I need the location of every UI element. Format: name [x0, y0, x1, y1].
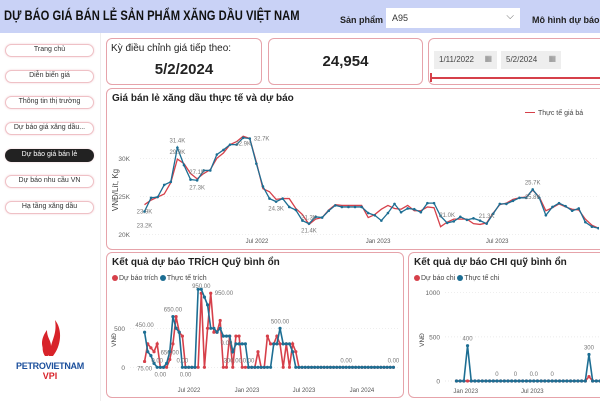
- sidebar-item-infrastructure[interactable]: Hạ tầng xăng dầu: [5, 201, 94, 214]
- date-to-value: 5/2/2024: [506, 55, 538, 64]
- sidebar: Trang chủ Diễn biến giá Thông tin thị tr…: [0, 33, 101, 401]
- legend-dot: [159, 275, 166, 281]
- product-label: Sản phẩm: [340, 15, 384, 25]
- product-dropdown[interactable]: A95 ⌵: [386, 8, 520, 28]
- sidebar-item-home[interactable]: Trang chủ: [5, 44, 94, 57]
- date-to-input[interactable]: 5/2/2024 ▦: [501, 51, 561, 69]
- sidebar-item-fuel-forecast[interactable]: Dự báo giá xăng dầu...: [5, 122, 94, 135]
- calendar-icon: ▦: [548, 54, 556, 63]
- legend-label: Dự báo trích: [119, 275, 158, 282]
- legend: Dự báo trích Thực tế trích: [112, 275, 207, 282]
- legend-dot: [414, 275, 420, 281]
- slider-handle[interactable]: [430, 73, 432, 82]
- sidebar-item-market-info[interactable]: Thông tin thị trường: [5, 96, 94, 109]
- legend-item: Thực tế giá bá: [525, 110, 583, 117]
- calendar-icon: ▦: [484, 54, 492, 63]
- legend-dot: [112, 275, 118, 281]
- logo-text: PETROVIETNAM: [16, 361, 84, 371]
- sidebar-item-price-history[interactable]: Diễn biến giá: [5, 70, 94, 83]
- price-value: 24,954: [322, 53, 369, 70]
- price-card: 24,954: [268, 38, 423, 85]
- flame-icon: [42, 320, 61, 356]
- date-range-slider[interactable]: [431, 77, 600, 79]
- legend-label: Thực tế giá bá: [538, 110, 584, 117]
- product-value: A95: [392, 13, 409, 23]
- legend-swatch: [525, 111, 535, 113]
- date-from-value: 1/11/2022: [439, 55, 474, 64]
- legend-label: Thực tế chi: [464, 275, 500, 282]
- spend-fund-chart-card: Kết quả dự báo CHI quỹ bình ổn Dự báo ch…: [408, 252, 600, 398]
- chart-title: Kết quả dự báo CHI quỹ bình ổn: [414, 257, 567, 268]
- sidebar-item-retail-forecast[interactable]: Dự báo giá bán lẻ: [5, 149, 94, 162]
- next-adjustment-label: Kỳ điều chỉnh giá tiếp theo:: [111, 43, 232, 54]
- sidebar-item-demand-forecast[interactable]: Dự báo nhu cầu VN: [5, 175, 94, 188]
- next-adjustment-date: 5/2/2024: [154, 61, 214, 78]
- legend: Dự báo chi Thực tế chi: [414, 275, 499, 282]
- chart-title: Kết quả dự báo TRÍCH Quỹ bình ổn: [112, 257, 280, 268]
- extract-fund-chart-card: Kết quả dự báo TRÍCH Quỹ bình ổn Dự báo …: [106, 252, 404, 398]
- model-label: Mô hình dự báo: [532, 15, 600, 25]
- header-bar: DỰ BÁO GIÁ BÁN LẺ SẢN PHẨM XĂNG DẦU VIỆT…: [0, 0, 600, 33]
- date-range-card: 1/11/2022 ▦ 5/2/2024 ▦: [428, 38, 600, 85]
- legend-label: Thực tế trích: [166, 275, 207, 282]
- chart-title: Giá bán lẻ xăng dầu thực tế và dự báo: [112, 93, 294, 104]
- logo-subtext: VPI: [42, 371, 58, 381]
- petrovietnam-logo: PETROVIETNAM VPI: [14, 316, 86, 386]
- legend-dot: [457, 275, 464, 281]
- date-from-input[interactable]: 1/11/2022 ▦: [434, 51, 497, 69]
- next-adjustment-card: Kỳ điều chỉnh giá tiếp theo: 5/2/2024: [106, 38, 262, 85]
- legend-label: Dự báo chi: [421, 275, 456, 282]
- retail-price-chart-card: Giá bán lẻ xăng dầu thực tế và dự báo Th…: [106, 88, 600, 250]
- chevron-down-icon: ⌵: [506, 11, 514, 22]
- page-title: DỰ BÁO GIÁ BÁN LẺ SẢN PHẨM XĂNG DẦU VIỆT…: [4, 7, 300, 23]
